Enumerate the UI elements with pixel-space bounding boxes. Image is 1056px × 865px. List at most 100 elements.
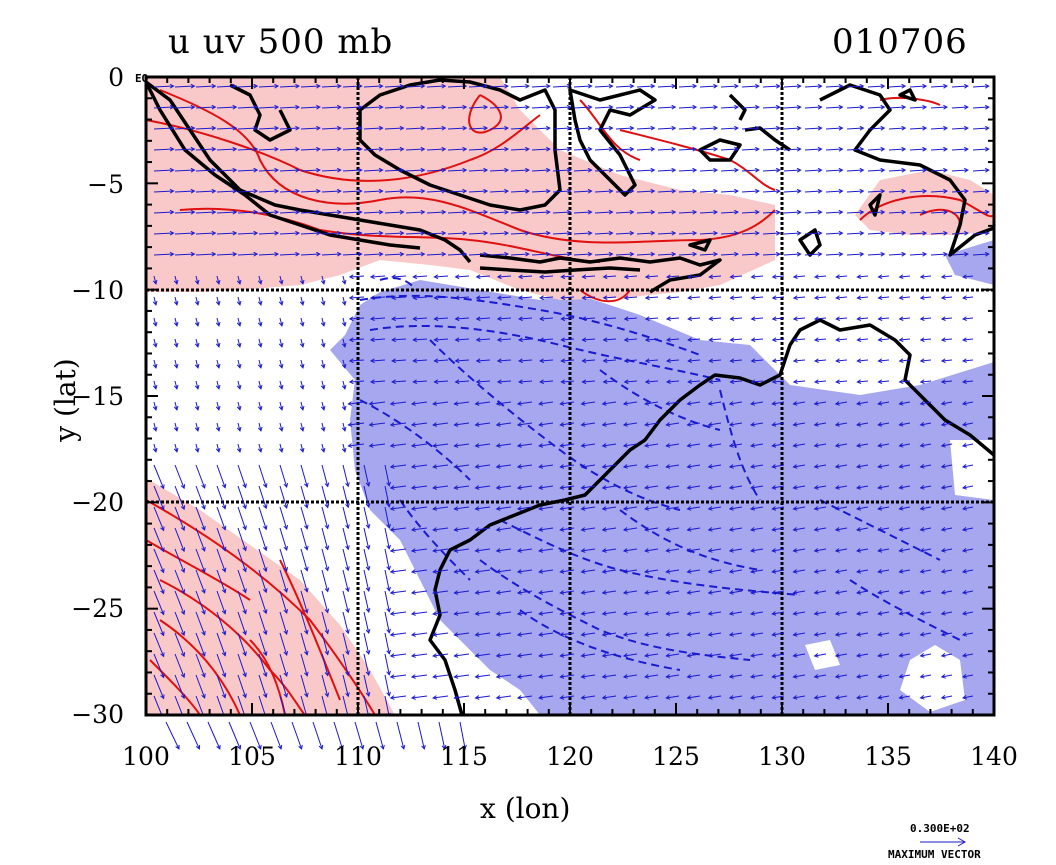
wind-vector xyxy=(772,443,785,447)
wind-vector xyxy=(552,148,571,151)
wind-vector-head xyxy=(169,104,175,110)
wind-vector-head xyxy=(412,337,418,343)
wind-vector-head xyxy=(750,569,756,574)
wind-vector xyxy=(174,338,178,347)
wind-vector xyxy=(279,106,300,109)
wind-vector xyxy=(321,190,341,193)
wind-vector xyxy=(708,527,722,531)
wind-vector-head xyxy=(496,295,502,301)
wind-vector xyxy=(814,443,827,447)
wind-vector xyxy=(258,443,262,452)
wind-vector-head xyxy=(559,632,565,637)
wind-vector-head xyxy=(389,485,395,490)
wind-vector-head xyxy=(516,422,522,427)
wind-vector-head xyxy=(453,485,459,490)
wind-vector-head xyxy=(475,358,481,364)
wind-vector-head xyxy=(729,358,735,364)
wind-vector-head xyxy=(525,83,530,89)
wind-vector-head xyxy=(877,443,883,448)
wind-vector-head xyxy=(943,209,949,215)
wind-vector-head xyxy=(984,146,990,152)
wind-vector-head xyxy=(190,125,196,131)
wind-vector-head xyxy=(324,587,330,593)
wind-vector xyxy=(153,653,165,678)
wind-vector-head xyxy=(253,230,259,236)
wind-vector-head xyxy=(160,610,165,616)
wind-vector-head xyxy=(665,527,671,532)
wind-vector-head xyxy=(474,695,480,700)
wind-vector-head xyxy=(221,672,227,678)
wind-vector xyxy=(951,190,968,193)
wind-vector xyxy=(560,611,575,615)
wind-vector xyxy=(434,317,449,320)
wind-vector-head xyxy=(545,104,551,110)
wind-vector-head xyxy=(236,744,242,750)
wind-vector-head xyxy=(433,316,439,322)
wind-vector-head xyxy=(559,674,565,679)
wind-vector-head xyxy=(622,653,628,658)
wind-vector xyxy=(195,338,199,347)
wind-vector-head xyxy=(152,321,158,327)
wind-vector-head xyxy=(755,188,760,194)
wind-vector xyxy=(517,443,533,447)
wind-vector xyxy=(195,127,216,130)
wind-vector-head xyxy=(201,672,206,678)
wind-vector xyxy=(195,148,216,151)
wind-vector-head xyxy=(813,527,819,532)
wind-vector xyxy=(793,632,806,636)
wind-vector xyxy=(279,674,288,698)
wind-vector xyxy=(581,569,596,573)
wind-vector-head xyxy=(792,506,798,511)
wind-vector-head xyxy=(433,295,439,301)
wind-vector xyxy=(856,485,869,489)
wind-vector xyxy=(687,485,701,489)
wind-vector-head xyxy=(399,146,405,152)
wind-vector-head xyxy=(242,672,247,678)
wind-vector xyxy=(941,611,953,615)
wind-vector-head xyxy=(320,279,326,285)
wind-vector xyxy=(540,317,554,320)
wind-vector-head xyxy=(877,653,883,658)
wind-vector xyxy=(920,338,932,341)
wind-vector-head xyxy=(221,651,227,657)
wind-vector xyxy=(454,485,470,489)
wind-vector-head xyxy=(194,384,200,390)
wind-vector-head xyxy=(232,209,238,215)
wind-vector-head xyxy=(692,83,698,89)
wind-vector xyxy=(434,275,449,278)
wind-vector-head xyxy=(792,695,798,700)
vector-legend-value: 0.300E+02 xyxy=(910,822,970,835)
wind-vector-head xyxy=(707,632,713,637)
wind-vector-head xyxy=(665,506,671,511)
wind-vector xyxy=(708,506,722,510)
wind-vector xyxy=(300,548,308,571)
wind-vector-head xyxy=(708,295,714,301)
wind-vector xyxy=(741,85,759,88)
vector-legend-label: MAXIMUM VECTOR xyxy=(888,848,981,861)
wind-vector-head xyxy=(345,692,350,698)
wind-vector-head xyxy=(345,482,350,488)
wind-vector-head xyxy=(345,524,350,530)
wind-vector-head xyxy=(211,83,217,89)
wind-vector-head xyxy=(792,358,798,364)
wind-vector xyxy=(518,275,533,278)
wind-vector-head xyxy=(856,422,861,427)
wind-vector xyxy=(962,674,974,678)
wind-vector xyxy=(708,548,722,552)
wind-vector-head xyxy=(707,506,713,511)
wind-vector-head xyxy=(961,590,967,595)
wind-vector xyxy=(846,211,864,214)
wind-vector-head xyxy=(339,744,344,750)
wind-vector-head xyxy=(462,146,468,152)
wind-vector xyxy=(433,485,449,489)
wind-vector-head xyxy=(221,504,227,510)
wind-vector xyxy=(581,695,596,699)
wind-vector-head xyxy=(728,464,734,469)
wind-vector-head xyxy=(750,274,756,280)
wind-vector-head xyxy=(750,485,756,490)
wind-vector-head xyxy=(215,363,221,369)
wind-vector-head xyxy=(734,209,739,215)
wind-vector xyxy=(708,464,722,468)
wind-vector-head xyxy=(964,104,969,110)
wind-vector xyxy=(602,422,617,426)
